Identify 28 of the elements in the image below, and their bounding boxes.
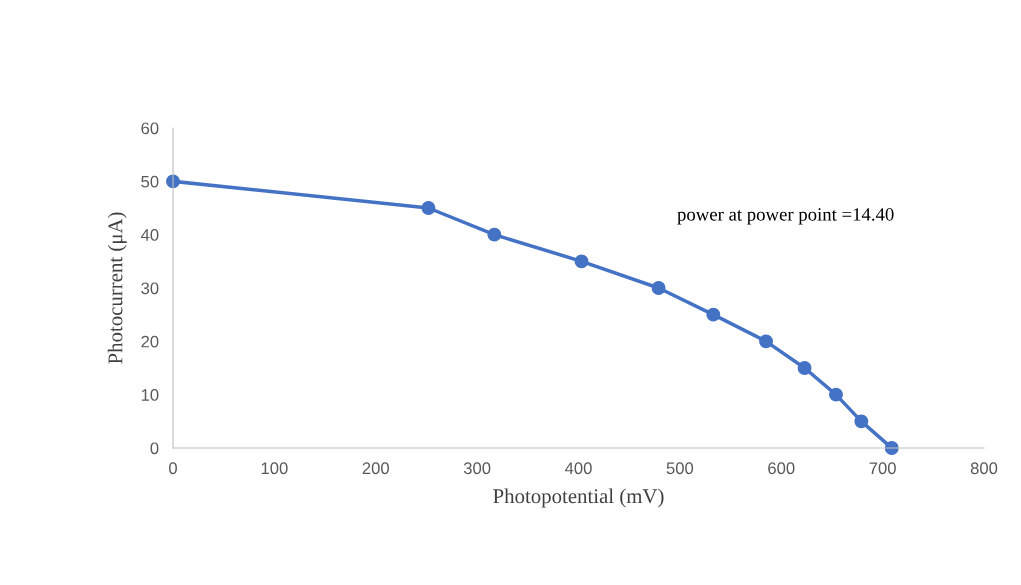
point	[759, 334, 773, 349]
y-tick-label: 50	[141, 175, 159, 188]
point	[487, 227, 502, 242]
x-tick-label: 200	[362, 462, 389, 475]
point	[574, 254, 589, 269]
x-axis-title: Photopotential (mV)	[493, 488, 664, 508]
point	[854, 414, 869, 429]
y-tick-label: 0	[150, 442, 159, 455]
x-tick-label: 100	[261, 462, 288, 475]
y-tick-label: 30	[141, 282, 159, 295]
y-tick-label: 60	[141, 122, 159, 135]
point	[421, 201, 436, 215]
y-tick-label: 10	[141, 389, 159, 401]
point	[797, 361, 812, 375]
y-axis-title: Photocurrent (μA)	[107, 212, 127, 364]
point	[706, 307, 721, 322]
annotation: power at power point =14.40	[677, 208, 894, 225]
point	[829, 387, 843, 402]
x-tick-label: 500	[666, 462, 694, 475]
x-tick-label: 700	[869, 462, 896, 475]
x-tick-label: 300	[463, 462, 491, 475]
point	[651, 281, 666, 295]
y-tick-label: 40	[140, 229, 159, 241]
y-tick-label: 20	[141, 335, 159, 348]
x-tick-label: 400	[564, 462, 592, 475]
x-tick-label: 800	[970, 462, 998, 475]
x-tick-label: 0	[169, 462, 177, 475]
x-tick-label: 600	[768, 462, 795, 475]
